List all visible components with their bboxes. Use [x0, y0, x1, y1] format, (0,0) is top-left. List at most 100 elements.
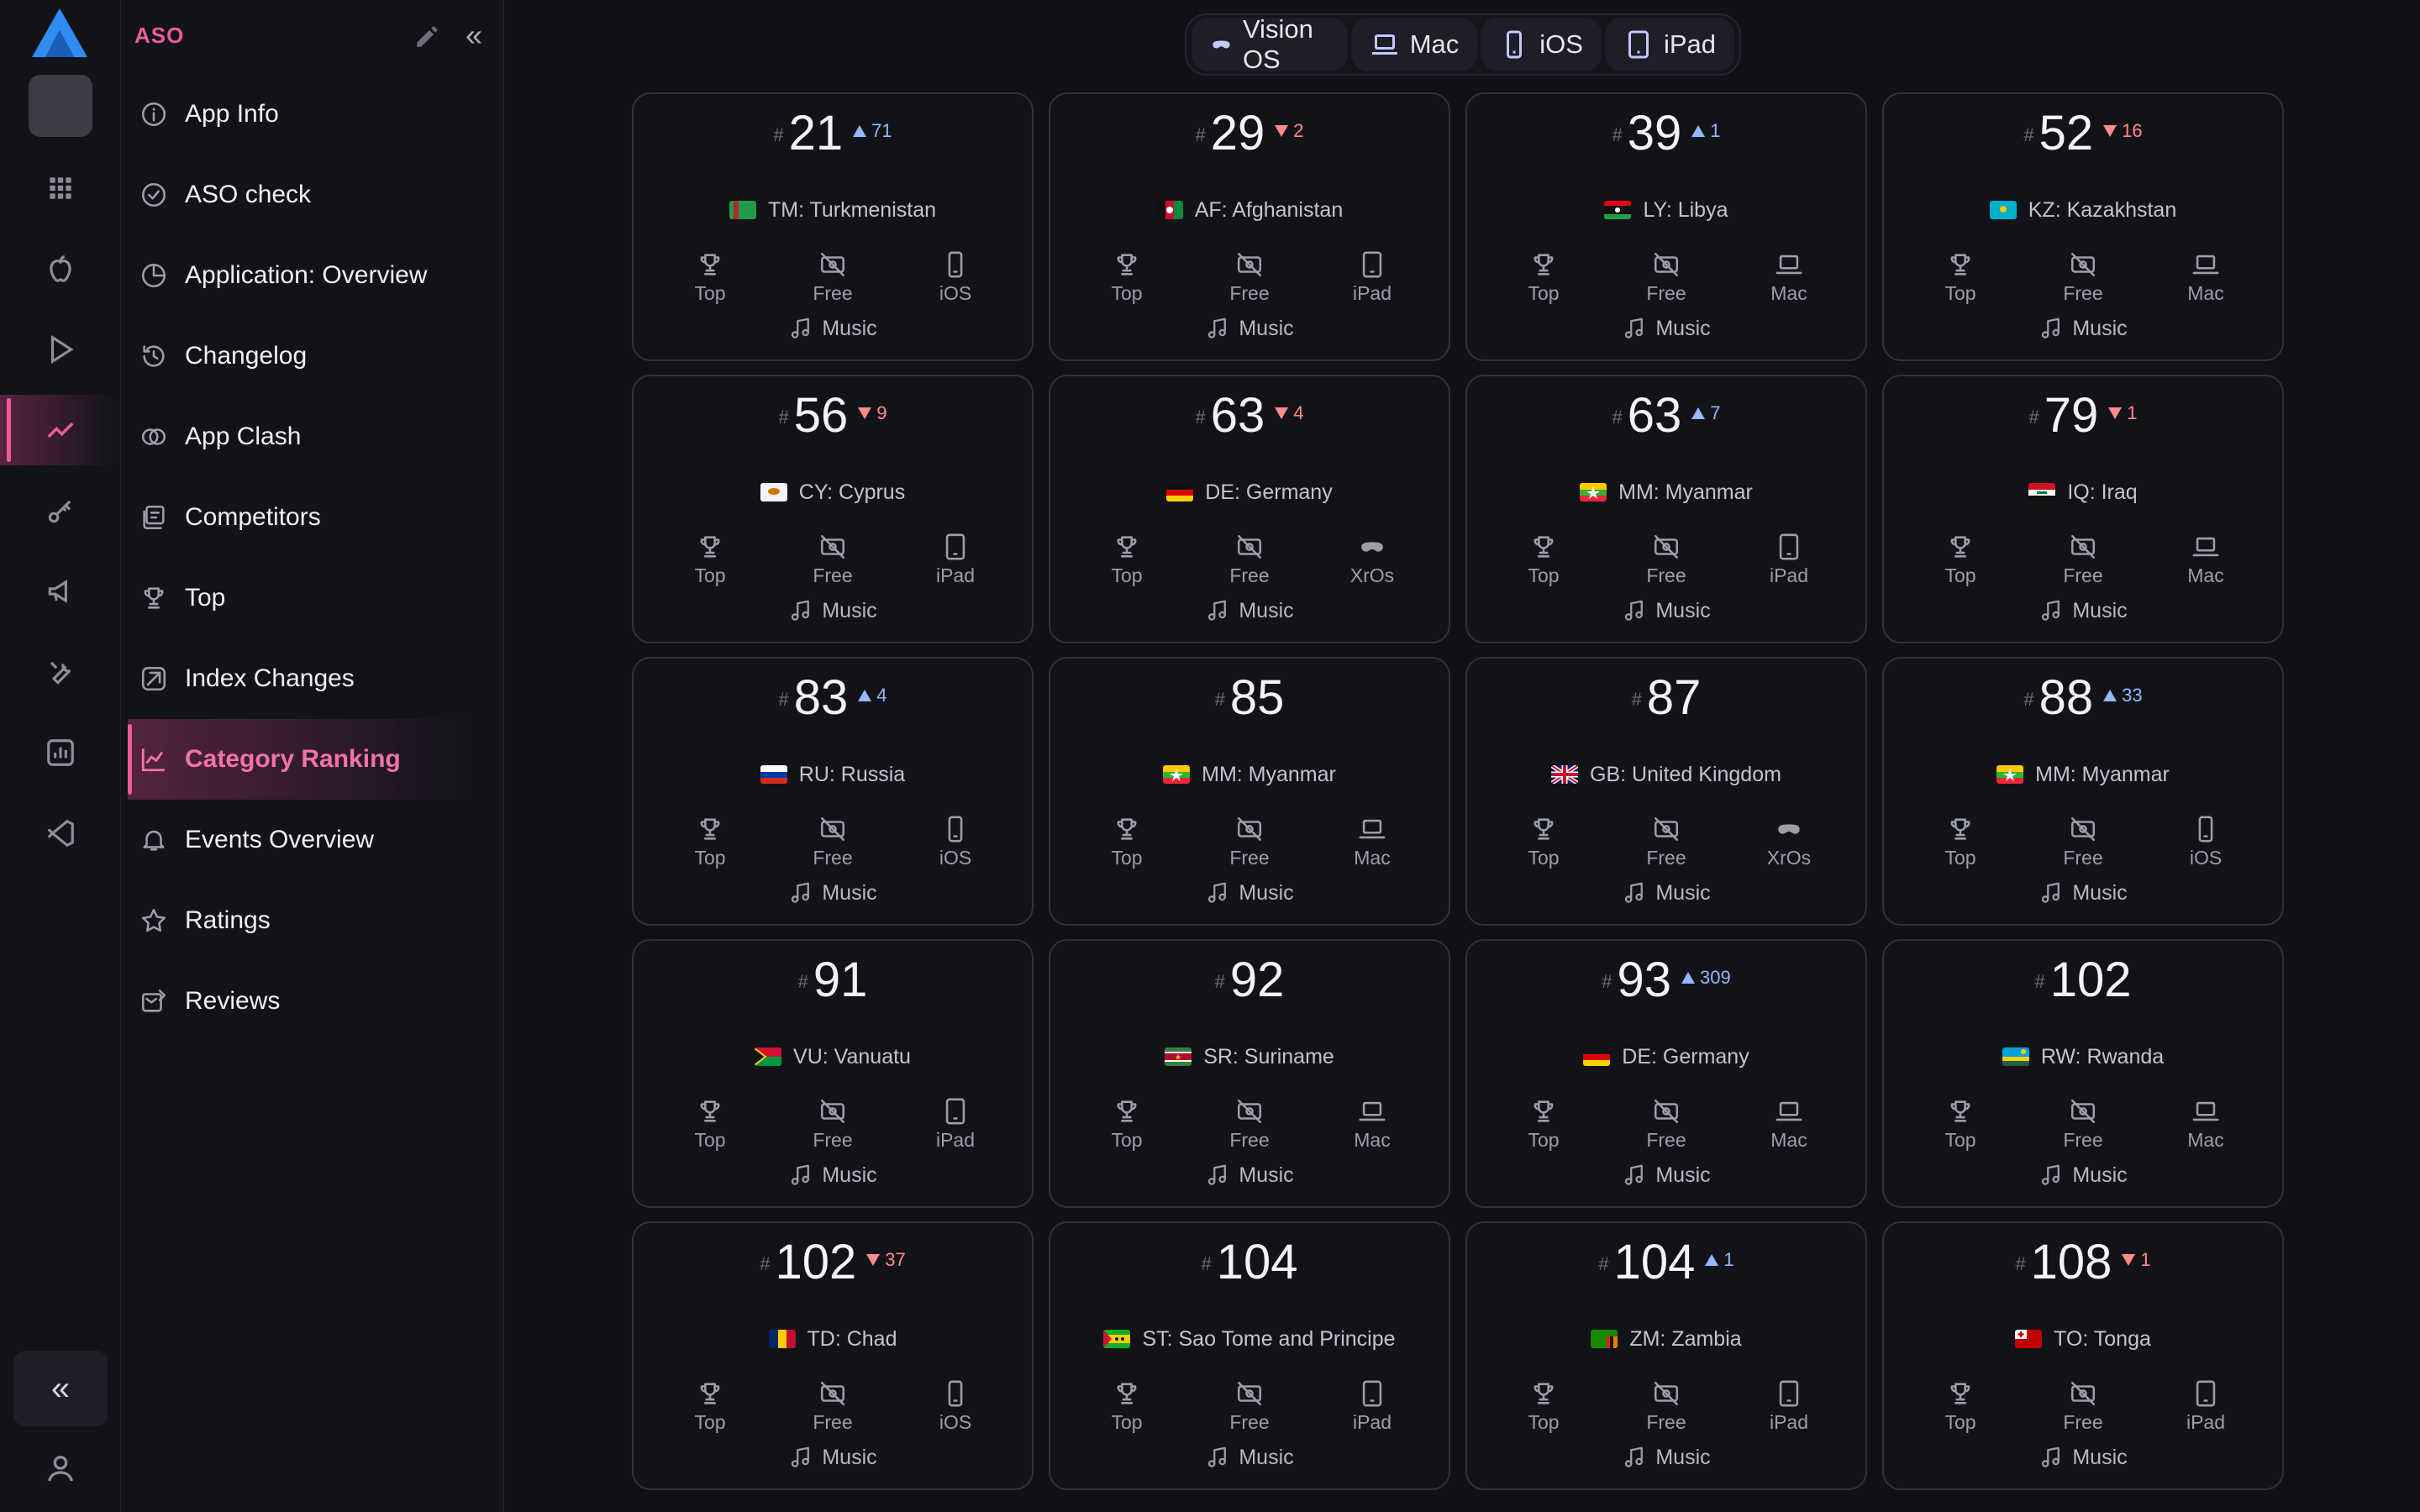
- platform-mac-button[interactable]: Mac: [1350, 18, 1478, 71]
- nav-list: App Info ASO check Application: Overview Ch…: [121, 74, 504, 1042]
- price-type: Free: [786, 533, 879, 596]
- nav-item-application-overview[interactable]: Application: Overview: [121, 235, 504, 316]
- nav-item-events-overview[interactable]: Events Overview: [121, 800, 504, 880]
- nav-item-label: Ratings: [185, 906, 271, 934]
- ranking-card[interactable]: # 21 71 TM: Turkmenistan Top Free iOS M: [632, 92, 1034, 361]
- app-logo-icon[interactable]: [30, 7, 89, 60]
- price-type-label: Free: [1229, 564, 1270, 586]
- ranking-card[interactable]: # 85 MM: Myanmar Top Free Mac Music: [1049, 657, 1450, 926]
- music-icon: [2042, 1446, 2060, 1467]
- country-row: SR: Suriname: [1050, 1042, 1449, 1072]
- ranking-card[interactable]: # 92 SR: Suriname Top Free Mac Music: [1049, 939, 1450, 1208]
- ranking-card[interactable]: # 108 1 TO: Tonga Top Free iPad Music: [1882, 1221, 2284, 1490]
- chart-type-label: Top: [1111, 564, 1143, 586]
- megaphone-icon[interactable]: [0, 556, 121, 627]
- trophy-icon: [700, 254, 720, 276]
- price-type: Free: [1620, 1097, 1712, 1161]
- free-tag-icon: [820, 252, 845, 277]
- device-type: Mac: [2160, 533, 2252, 596]
- platform-vision-os-button[interactable]: Vision OS: [1192, 14, 1348, 74]
- price-type: Free: [1203, 1097, 1296, 1161]
- country-label: IQ: Iraq: [2067, 480, 2138, 504]
- rank-hash: #: [1201, 1253, 1212, 1274]
- nav-item-changelog[interactable]: Changelog: [121, 316, 504, 396]
- ranking-card[interactable]: # 63 4 DE: Germany Top Free XrOs Music: [1049, 375, 1450, 643]
- ranking-card[interactable]: # 83 4 RU: Russia Top Free iOS Music: [632, 657, 1034, 926]
- flag-icon: [1166, 483, 1194, 501]
- free-tag-icon: [1654, 252, 1679, 277]
- nav-item-index-changes[interactable]: Index Changes: [121, 638, 504, 719]
- analytics-trend-icon[interactable]: [0, 395, 121, 465]
- ranking-card[interactable]: # 79 1 IQ: Iraq Top Free Mac Music: [1882, 375, 2284, 643]
- genre-row: Music: [1050, 1161, 1449, 1189]
- tools-icon[interactable]: [0, 637, 121, 707]
- ranking-card[interactable]: # 93 309 DE: Germany Top Free Mac Music: [1465, 939, 1867, 1208]
- nav-item-label: Competitors: [185, 503, 321, 531]
- trophy-icon: [1950, 1383, 1970, 1404]
- laptop-icon: [1371, 34, 1397, 55]
- collapse-rail-button[interactable]: «: [13, 1351, 108, 1426]
- ranking-card[interactable]: # 87 GB: United Kingdom Top Free XrOs: [1465, 657, 1867, 926]
- platform-ipad-button[interactable]: iPad: [1604, 18, 1734, 71]
- ranking-card[interactable]: # 56 9 CY: Cyprus Top Free iPad Music: [632, 375, 1034, 643]
- edit-icon[interactable]: [413, 22, 442, 50]
- rank-row: # 102: [1884, 953, 2282, 1008]
- rank-change-value: 33: [2122, 685, 2143, 706]
- nav-item-ratings[interactable]: Ratings: [121, 880, 504, 961]
- nav-item-label: Application: Overview: [185, 261, 428, 289]
- nav-item-reviews[interactable]: Reviews: [121, 961, 504, 1042]
- nav-item-aso-check[interactable]: ASO check: [121, 155, 504, 235]
- nav-item-competitors[interactable]: Competitors: [121, 477, 504, 558]
- vscode-icon[interactable]: [0, 798, 121, 869]
- price-type: Free: [786, 250, 879, 314]
- price-type-label: Free: [1646, 847, 1686, 869]
- meta-row: Top Free iPad: [1081, 1379, 1418, 1443]
- chart-type: Top: [1081, 815, 1173, 879]
- ranking-card[interactable]: # 104 1 ZM: Zambia Top Free iPad Music: [1465, 1221, 1867, 1490]
- nav-item-category-ranking[interactable]: Category Ranking: [128, 719, 504, 800]
- rank-number: 93: [1617, 953, 1672, 1007]
- tablet-icon: [1628, 30, 1649, 59]
- free-tag-icon: [1654, 534, 1679, 559]
- price-type-label: Free: [1646, 1411, 1686, 1433]
- google-play-icon[interactable]: [0, 314, 121, 385]
- rank-number: 104: [1216, 1235, 1298, 1289]
- device-type: iOS: [909, 250, 1002, 314]
- pie-chart-icon: [141, 263, 166, 288]
- device-label: iOS: [939, 847, 972, 869]
- key-icon[interactable]: [0, 475, 121, 546]
- nav-item-app-info[interactable]: App Info: [121, 74, 504, 155]
- rank-number: 92: [1229, 953, 1285, 1007]
- rank-change-value: 4: [1293, 402, 1304, 423]
- chart-type: Top: [1497, 815, 1590, 879]
- workspace-avatar[interactable]: [29, 75, 92, 137]
- rank-change: 1: [2108, 402, 2138, 424]
- rank-hash: #: [1612, 407, 1623, 428]
- ranking-card[interactable]: # 52 16 KZ: Kazakhstan Top Free Mac Mus: [1882, 92, 2284, 361]
- ranking-card[interactable]: # 102 37 TD: Chad Top Free iOS Music: [632, 1221, 1034, 1490]
- trophy-icon: [1117, 254, 1137, 276]
- ranking-card[interactable]: # 63 7 MM: Myanmar Top Free iPad Music: [1465, 375, 1867, 643]
- rank-row: # 39 1: [1467, 106, 1865, 161]
- user-icon[interactable]: [44, 1452, 77, 1485]
- ranking-card[interactable]: # 102 RW: Rwanda Top Free Mac Music: [1882, 939, 2284, 1208]
- vision-pro-icon: [1361, 542, 1383, 552]
- reports-icon[interactable]: [0, 717, 121, 788]
- ranking-card[interactable]: # 29 2 AF: Afghanistan Top Free iPad Mu: [1049, 92, 1450, 361]
- ranking-card[interactable]: # 91 VU: Vanuatu Top Free iPad Music: [632, 939, 1034, 1208]
- genre-row: Music: [1467, 1161, 1865, 1189]
- icon-rail: «: [0, 0, 121, 1512]
- ranking-card[interactable]: # 88 33 MM: Myanmar Top Free iOS Music: [1882, 657, 2284, 926]
- nav-item-app-clash[interactable]: App Clash: [121, 396, 504, 477]
- ranking-card[interactable]: # 104 ST: Sao Tome and Principe Top Free…: [1049, 1221, 1450, 1490]
- bell-icon: [143, 830, 165, 851]
- collapse-nav-button[interactable]: «: [465, 18, 483, 52]
- apps-grid-icon[interactable]: [0, 153, 121, 223]
- nav-item-top[interactable]: Top: [121, 558, 504, 638]
- platform-ios-button[interactable]: iOS: [1481, 18, 1602, 71]
- ranking-grid: # 21 71 TM: Turkmenistan Top Free iOS M: [632, 92, 2284, 1490]
- apple-icon[interactable]: [0, 234, 121, 304]
- ranking-card[interactable]: # 39 1 LY: Libya Top Free Mac Music: [1465, 92, 1867, 361]
- star-icon: [141, 908, 166, 932]
- rank-row: # 79 1: [1884, 388, 2282, 444]
